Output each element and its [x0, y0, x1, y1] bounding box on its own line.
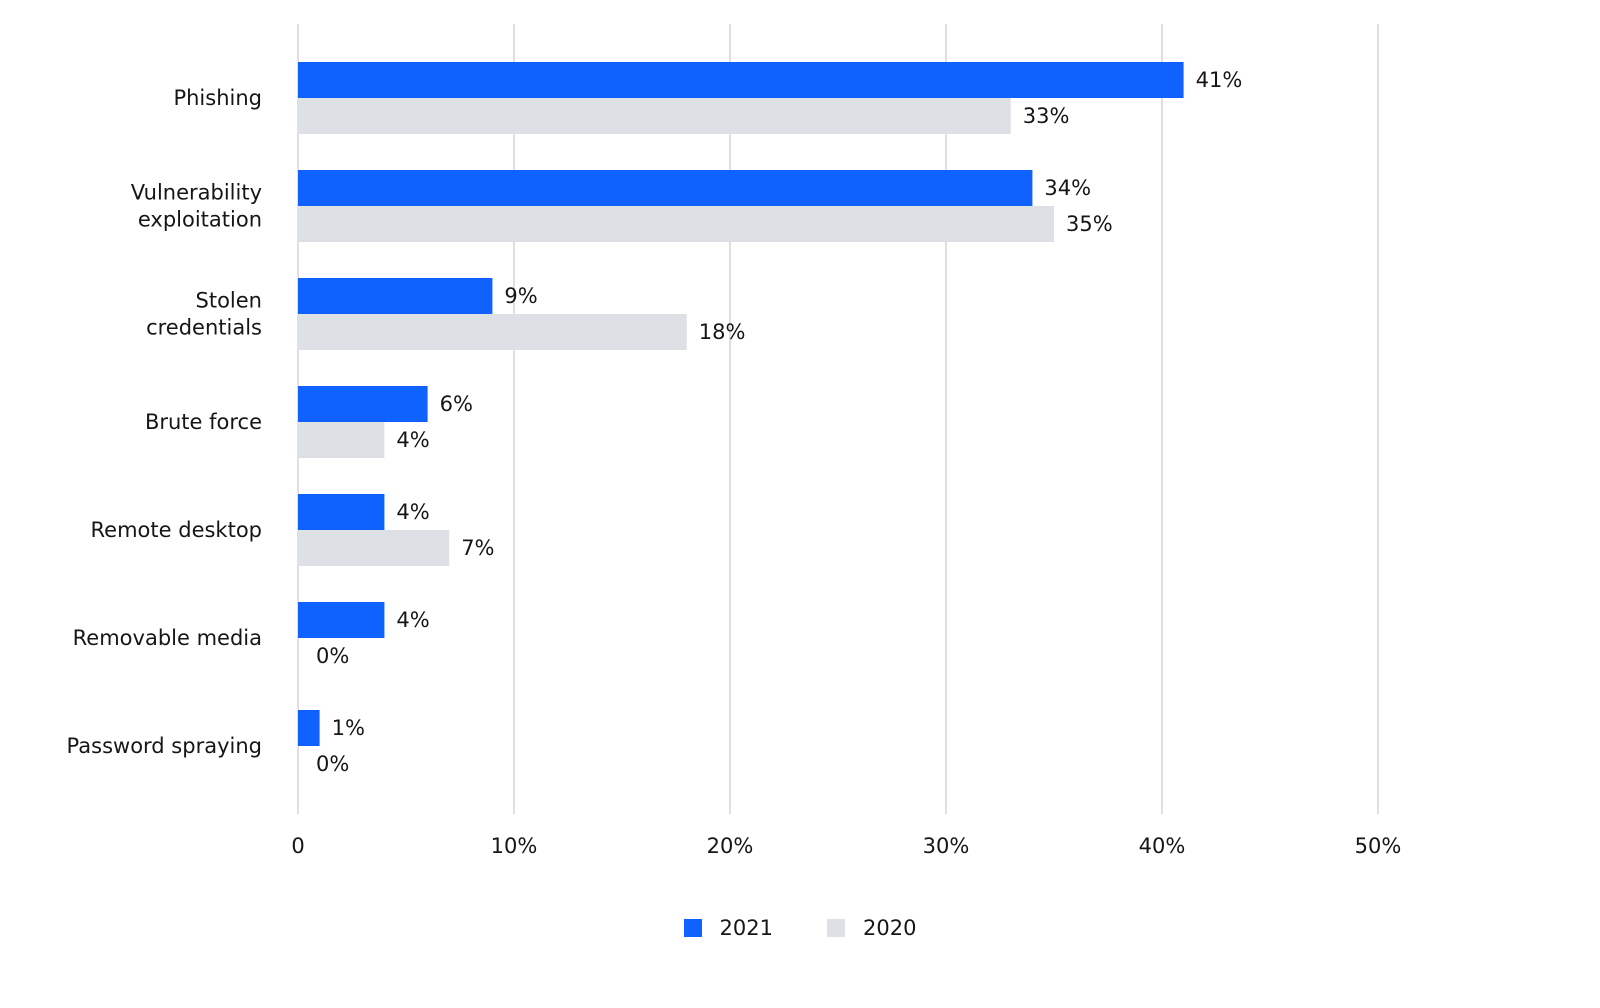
data-label-2020: 7% — [461, 536, 494, 560]
x-tick-label: 40% — [1139, 834, 1186, 858]
category-label-line: Brute force — [145, 410, 262, 434]
bar-2021 — [298, 278, 493, 314]
bar-2021 — [298, 602, 385, 638]
data-label-2021: 34% — [1044, 176, 1091, 200]
legend-swatch-2020 — [827, 919, 845, 937]
legend-swatch-2021 — [683, 919, 702, 937]
category-label-line: Password spraying — [67, 734, 262, 758]
legend-item-2021[interactable]: 2021 — [683, 916, 773, 940]
category-label: Remote desktop — [91, 518, 262, 542]
x-axis-tick-labels: 0 10% 20% 30% 40% 50% — [291, 834, 1401, 858]
legend-label-2021: 2021 — [719, 916, 773, 940]
legend-label-2020: 2020 — [863, 916, 917, 940]
bar-2020 — [298, 530, 450, 566]
data-label-2021: 6% — [440, 392, 473, 416]
bar-2021 — [298, 494, 385, 530]
bar-2021 — [298, 62, 1184, 98]
category-label: Stolen credentials — [146, 289, 262, 340]
legend: 2021 2020 — [0, 916, 1600, 940]
x-tick-label: 50% — [1355, 834, 1402, 858]
category-labels: Phishing Vulnerability exploitation Stolen c… — [67, 86, 262, 758]
category-label-line: credentials — [146, 316, 262, 340]
x-tick-label: 30% — [923, 834, 970, 858]
x-tick-label: 20% — [707, 834, 754, 858]
bar-2020 — [298, 422, 385, 458]
category-label-line: Phishing — [173, 86, 262, 110]
data-label-2021: 9% — [504, 284, 537, 308]
category-label-line: Remote desktop — [91, 518, 262, 542]
category-label-line: Stolen — [196, 289, 262, 313]
x-tick-label: 0 — [291, 834, 304, 858]
category-label: Brute force — [145, 410, 262, 434]
category-label: Password spraying — [67, 734, 262, 758]
gridlines — [297, 24, 1379, 814]
bar-2020 — [298, 314, 687, 350]
bar-2020 — [298, 206, 1054, 242]
bar-2021 — [298, 170, 1033, 206]
data-label-2020: 0% — [316, 752, 349, 776]
bars — [298, 62, 1184, 746]
category-label-line: exploitation — [138, 208, 262, 232]
category-label: Phishing — [173, 86, 262, 110]
category-label-line: Removable media — [73, 626, 262, 650]
data-label-2020: 33% — [1023, 104, 1070, 128]
bar-2020 — [298, 98, 1011, 134]
data-label-2020: 35% — [1066, 212, 1113, 236]
x-tick-label: 10% — [491, 834, 538, 858]
data-label-2020: 0% — [316, 644, 349, 668]
bar-2021 — [298, 386, 428, 422]
category-label-line: Vulnerability — [131, 181, 262, 205]
data-label-2020: 4% — [396, 428, 429, 452]
data-label-2021: 4% — [396, 608, 429, 632]
data-label-2021: 41% — [1196, 68, 1243, 92]
legend-item-2020[interactable]: 2020 — [827, 916, 916, 940]
data-label-2020: 18% — [699, 320, 746, 344]
bar-2021 — [298, 710, 320, 746]
data-label-2021: 4% — [396, 500, 429, 524]
category-label: Vulnerability exploitation — [131, 181, 262, 232]
data-label-2021: 1% — [332, 716, 365, 740]
value-labels: 41% 33% 34% 35% 9% 18% 6% 4% 4% 7% 4% 0% 1% 0% — [316, 68, 1242, 776]
category-label: Removable media — [73, 626, 262, 650]
